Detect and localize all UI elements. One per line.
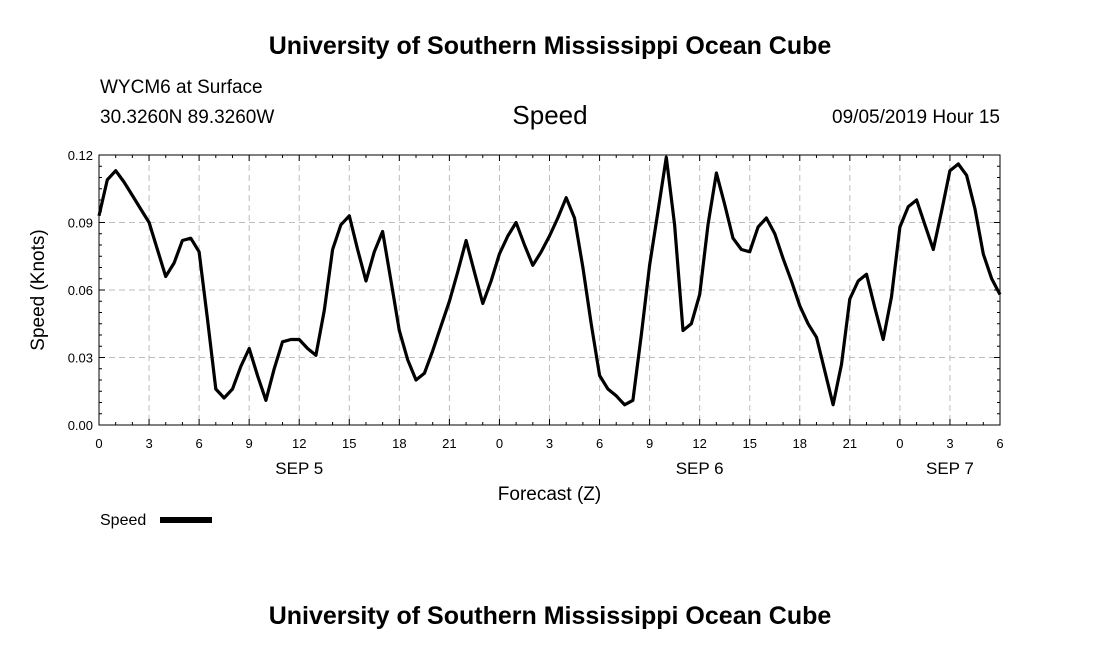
x-tick-label: 3 (946, 436, 953, 451)
timestamp-label: 09/05/2019 Hour 15 (832, 107, 1000, 128)
y-axis-label: Speed (Knots) (28, 229, 49, 350)
chart-main-title: University of Southern Mississippi Ocean… (268, 32, 832, 60)
x-tick-label: 0 (95, 436, 102, 451)
y-tick-label: 0.00 (68, 418, 93, 433)
plot-frame (98, 154, 1001, 426)
x-tick-label: 12 (292, 436, 306, 451)
x-tick-label: 6 (195, 436, 202, 451)
x-tick-label: 18 (793, 436, 807, 451)
station-label: WYCM6 at Surface (100, 77, 263, 98)
x-tick-label: 18 (392, 436, 406, 451)
day-label: SEP 7 (926, 459, 974, 478)
variable-title: Speed (512, 100, 588, 130)
y-tick-label: 0.06 (68, 283, 93, 298)
y-tick-label: 0.12 (68, 148, 93, 163)
x-tick-label: 6 (996, 436, 1003, 451)
day-label: SEP 6 (676, 459, 724, 478)
x-tick-label: 3 (546, 436, 553, 451)
x-tick-label: 3 (145, 436, 152, 451)
location-label: 30.3260N 89.3260W (100, 107, 275, 128)
grid-lines (99, 155, 1000, 425)
x-tick-label: 15 (742, 436, 756, 451)
speed-series-line (97, 155, 1002, 407)
x-tick-label: 0 (496, 436, 503, 451)
y-tick-label: 0.03 (68, 351, 93, 366)
x-tick-label: 0 (896, 436, 903, 451)
x-tick-label: 9 (246, 436, 253, 451)
legend-swatch (160, 517, 212, 523)
x-tick-label: 9 (646, 436, 653, 451)
x-axis-label: Forecast (Z) (498, 484, 601, 505)
y-tick-label: 0.09 (68, 216, 93, 231)
x-tick-label: 12 (692, 436, 706, 451)
x-tick-label: 21 (843, 436, 857, 451)
chart-footer-title: University of Southern Mississippi Ocean… (268, 602, 832, 630)
tick-labels: 0 3 6 9 12 15 18 21 0 3 6 9 12 15 18 21 0 3 6 0.00 0.03 0.06 0… (68, 148, 1004, 478)
x-tick-label: 21 (442, 436, 456, 451)
day-label: SEP 5 (275, 459, 323, 478)
x-tick-label: 15 (342, 436, 356, 451)
x-tick-label: 6 (596, 436, 603, 451)
legend-label: Speed (100, 512, 146, 529)
